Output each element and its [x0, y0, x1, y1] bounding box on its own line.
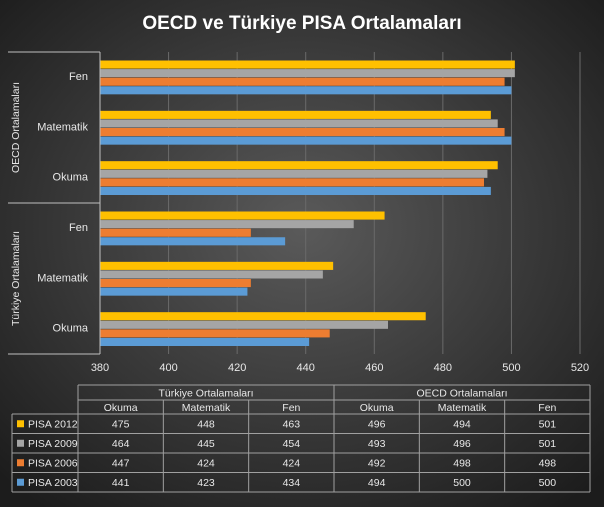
x-tick-label: 440 [297, 362, 315, 374]
table-cell: 475 [112, 419, 130, 431]
bar [100, 60, 515, 69]
table-cell: 500 [539, 477, 557, 489]
table-cell: 424 [197, 458, 215, 470]
chart-title: OECD ve Türkiye PISA Ortalamaları [142, 13, 461, 34]
bar [100, 161, 498, 170]
table-cell: 441 [112, 477, 130, 489]
table-cell: 501 [539, 438, 557, 450]
bar [100, 119, 498, 128]
legend-swatch [17, 478, 24, 486]
table-cell: 445 [197, 438, 215, 450]
y-tick-label: Okuma [53, 323, 89, 335]
x-tick-label: 420 [228, 362, 246, 374]
table-group-header: OECD Ortalamaları [416, 387, 507, 399]
x-tick-label: 400 [159, 362, 177, 374]
table-cell: 434 [283, 477, 301, 489]
bar [100, 320, 388, 329]
bar [100, 178, 484, 187]
bar [100, 110, 491, 119]
table-column-header: Matematik [438, 402, 487, 414]
bar [100, 287, 248, 296]
table-cell: 496 [453, 438, 471, 450]
table-cell: 423 [197, 477, 215, 489]
table-column-header: Okuma [104, 402, 138, 414]
bar [100, 237, 286, 246]
table-cell: 464 [112, 438, 130, 450]
table-cell: 454 [283, 438, 301, 450]
table-cell: 500 [453, 477, 471, 489]
group-label: Türkiye Ortalamaları [10, 231, 22, 326]
bar [100, 261, 334, 270]
table-column-header: Fen [282, 402, 300, 414]
y-tick-label: Matematik [37, 121, 88, 133]
bar [100, 220, 354, 229]
y-tick-label: Okuma [53, 172, 89, 184]
bar [100, 186, 491, 195]
legend-swatch [17, 420, 24, 428]
bar [100, 329, 330, 338]
bar [100, 77, 505, 86]
y-tick-label: Fen [69, 71, 88, 83]
table-cell: 424 [283, 458, 301, 470]
y-tick-label: Fen [69, 222, 88, 234]
x-tick-label: 460 [365, 362, 383, 374]
legend-label: PISA 2003 [28, 477, 78, 489]
bar [100, 337, 310, 346]
table-cell: 498 [453, 458, 471, 470]
legend-swatch [17, 459, 24, 467]
group-label: OECD Ortalamaları [10, 82, 22, 173]
bar [100, 169, 488, 178]
bar [100, 136, 512, 145]
table-column-header: Okuma [360, 402, 394, 414]
x-tick-label: 500 [502, 362, 520, 374]
bar [100, 211, 385, 220]
bar [100, 312, 426, 321]
table-cell: 463 [283, 419, 301, 431]
x-tick-label: 520 [571, 362, 589, 374]
table-column-header: Matematik [182, 402, 231, 414]
y-tick-label: Matematik [37, 272, 88, 284]
bar [100, 128, 505, 137]
table-cell: 448 [197, 419, 215, 431]
table-cell: 493 [368, 438, 386, 450]
bar [100, 69, 515, 78]
x-tick-label: 380 [91, 362, 109, 374]
bar [100, 86, 512, 95]
table-cell: 501 [539, 419, 557, 431]
bar [100, 279, 251, 288]
table-group-header: Türkiye Ortalamaları [158, 387, 253, 399]
table-cell: 494 [453, 419, 471, 431]
bar [100, 270, 323, 279]
legend-label: PISA 2012 [28, 419, 78, 431]
legend-label: PISA 2009 [28, 438, 78, 450]
legend-label: PISA 2006 [28, 458, 78, 470]
table-cell: 498 [539, 458, 557, 470]
bar [100, 228, 251, 237]
x-tick-label: 480 [434, 362, 452, 374]
table-column-header: Fen [538, 402, 556, 414]
table-cell: 492 [368, 458, 386, 470]
legend-swatch [17, 439, 24, 447]
table-cell: 494 [368, 477, 386, 489]
table-cell: 447 [112, 458, 130, 470]
table-cell: 496 [368, 419, 386, 431]
